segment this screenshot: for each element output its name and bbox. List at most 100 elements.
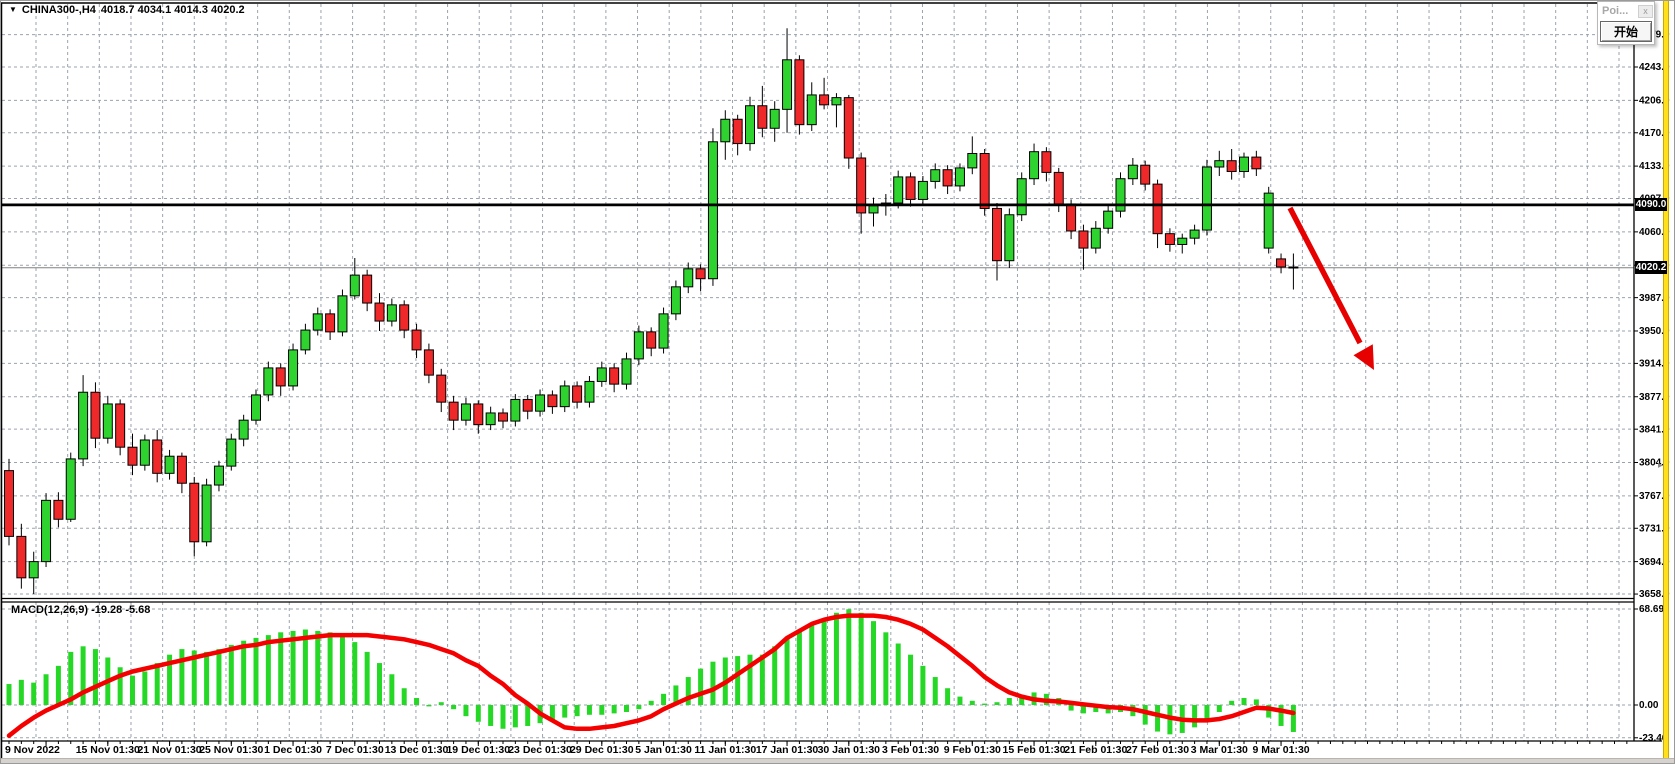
bear-candle xyxy=(436,374,447,403)
macd-tick-label: -23.46 xyxy=(1639,733,1668,744)
macd-bar xyxy=(796,629,802,705)
macd-bar xyxy=(92,649,98,705)
price-tick-label: 3658.0 xyxy=(1639,589,1670,600)
bear-candle xyxy=(979,152,990,209)
annotation-arrow[interactable] xyxy=(1287,206,1374,370)
bull-candle xyxy=(1177,237,1188,245)
bear-candle xyxy=(646,331,657,349)
bull-candle xyxy=(683,268,694,288)
macd-bar xyxy=(599,705,605,715)
macd-bar xyxy=(475,705,481,722)
bear-candle xyxy=(1078,230,1089,249)
close-icon[interactable]: x xyxy=(1638,4,1653,18)
bull-candle xyxy=(1029,151,1040,180)
bear-candle xyxy=(411,329,422,351)
macd-bar xyxy=(253,637,259,705)
price-tick-label: 4133.0 xyxy=(1639,161,1670,172)
start-button[interactable]: 开始 xyxy=(1600,21,1652,42)
bull-candle xyxy=(28,561,39,579)
macd-bar xyxy=(500,705,506,729)
macd-bar xyxy=(1241,698,1247,705)
macd-indicator-label: MACD(12,26,9) -19.28 -5.68 xyxy=(11,604,151,616)
macd-bar xyxy=(488,705,494,726)
bull-candle xyxy=(65,458,76,520)
macd-bar xyxy=(327,632,333,705)
date-tick-label: 29 Dec 01:30 xyxy=(570,744,634,756)
macd-histogram xyxy=(6,609,1296,735)
bear-candle xyxy=(1251,156,1262,170)
macd-bar xyxy=(1278,705,1284,726)
bull-candle xyxy=(312,313,323,331)
bear-candle xyxy=(547,394,558,408)
bull-candle xyxy=(954,167,965,187)
bull-candle xyxy=(213,465,224,486)
bull-candle xyxy=(349,274,360,297)
bull-candle xyxy=(868,205,879,214)
date-tick-label: 9 Feb 01:30 xyxy=(944,744,1001,756)
macd-bar xyxy=(1142,705,1148,725)
bull-candle xyxy=(510,398,521,422)
date-tick-label: 27 Feb 01:30 xyxy=(1126,744,1189,756)
price-tick-label: 4170.0 xyxy=(1639,128,1670,139)
macd-bar xyxy=(426,705,432,707)
window-bottom-frame xyxy=(1,758,1674,763)
date-tick-label: 1 Dec 01:30 xyxy=(264,744,322,756)
bull-candle xyxy=(658,313,669,349)
bear-candle xyxy=(152,439,163,474)
date-tick-label: 5 Jan 01:30 xyxy=(635,744,692,756)
macd-bar xyxy=(241,640,247,705)
bear-candle xyxy=(942,169,953,187)
macd-bar xyxy=(636,705,642,710)
macd-bar xyxy=(278,632,284,705)
bull-candle xyxy=(670,286,681,315)
bull-candle xyxy=(251,394,261,421)
bull-candle xyxy=(386,304,397,322)
date-tick-label: 9 Mar 01:30 xyxy=(1252,744,1309,756)
macd-bar xyxy=(1068,705,1074,711)
chart-title-symbol: CHINA300-,H4 xyxy=(21,4,96,16)
macd-bar xyxy=(80,646,86,705)
bull-candle xyxy=(893,176,904,204)
bear-candle xyxy=(362,274,373,304)
date-tick-label: 25 Nov 01:30 xyxy=(199,744,263,756)
macd-bar xyxy=(661,693,667,705)
macd-bar xyxy=(574,705,580,717)
macd-bar xyxy=(43,674,49,705)
bear-candle xyxy=(176,455,187,484)
bull-candle xyxy=(288,349,299,387)
macd-bar xyxy=(994,702,1000,705)
macd-bar xyxy=(154,663,160,705)
bull-candle xyxy=(1214,160,1225,168)
price-tick-label: 3950.0 xyxy=(1639,326,1670,337)
bull-candle xyxy=(164,455,175,474)
bull-candle xyxy=(535,394,546,412)
macd-bar xyxy=(315,630,321,705)
macd-bar xyxy=(228,644,234,705)
bull-candle xyxy=(300,329,311,351)
macd-bar xyxy=(735,656,741,705)
bull-candle xyxy=(917,180,928,200)
mouse-cursor: ▸ xyxy=(1658,460,1664,471)
symbol-dropdown-icon[interactable]: ▼ xyxy=(9,5,17,14)
bear-candle xyxy=(423,349,434,376)
bull-candle xyxy=(707,141,718,280)
chart-title-ohlc: 4018.7 4034.1 4014.3 4020.2 xyxy=(100,4,245,16)
macd-bar xyxy=(549,705,555,721)
bull-candle xyxy=(201,484,212,543)
bear-candle xyxy=(16,535,27,579)
bear-candle xyxy=(1140,164,1151,185)
macd-bar xyxy=(55,665,61,705)
date-tick-label: 3 Feb 01:30 xyxy=(882,744,939,756)
bear-candle xyxy=(572,385,583,403)
macd-bar xyxy=(1006,698,1012,705)
bear-candle xyxy=(374,302,385,322)
bull-candle xyxy=(633,331,644,360)
script-popup-title: Poi... xyxy=(1602,5,1629,17)
price-tick-label: 3914.0 xyxy=(1639,359,1670,370)
date-tick-label: 23 Dec 01:30 xyxy=(508,744,572,756)
bear-candle xyxy=(127,446,138,466)
bull-candle xyxy=(41,499,52,563)
macd-bar xyxy=(401,688,407,705)
